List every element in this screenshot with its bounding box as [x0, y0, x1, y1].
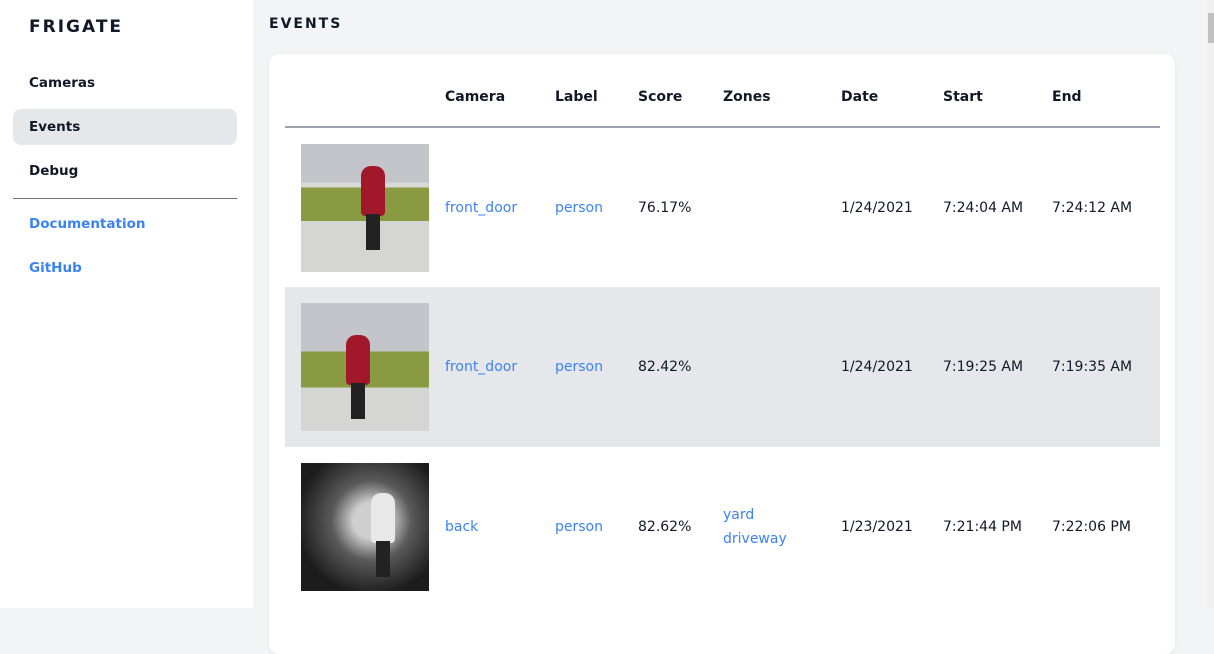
sidebar: FRIGATE Cameras Events Debug Documentati… — [0, 0, 253, 608]
table-row[interactable]: back person 82.62% yard driveway 1/23/202… — [285, 447, 1160, 607]
zone-link[interactable]: yard — [723, 507, 755, 523]
start-time: 7:21:44 PM — [943, 519, 1022, 535]
page-title: EVENTS — [269, 16, 343, 32]
zones: yard driveway — [723, 447, 841, 607]
score: 82.42% — [638, 287, 723, 447]
label-link[interactable]: person — [555, 519, 603, 535]
end-time: 7:19:35 AM — [1052, 287, 1160, 447]
start-time: 7:19:25 AM — [943, 287, 1052, 447]
event-thumbnail[interactable] — [301, 303, 429, 431]
camera-link[interactable]: back — [445, 519, 479, 535]
logo: FRIGATE — [29, 17, 124, 37]
zones — [723, 127, 841, 287]
sidebar-item-cameras[interactable]: Cameras — [29, 75, 96, 91]
date: 1/24/2021 — [841, 199, 913, 216]
zone-link[interactable]: driveway — [723, 531, 787, 547]
header-end: End — [1052, 54, 1160, 128]
divider — [13, 198, 237, 199]
table-row[interactable]: front_door person 82.42% 1/24/2021 7:19:… — [285, 287, 1160, 447]
thumbnail-cell — [285, 447, 445, 607]
header-label: Label — [555, 54, 638, 128]
header-thumbnail — [285, 54, 445, 128]
scrollbar-thumb[interactable] — [1208, 13, 1214, 43]
camera-link[interactable]: front_door — [445, 287, 555, 447]
score: 82.62% — [638, 519, 692, 535]
link-github[interactable]: GitHub — [29, 260, 82, 276]
header-date: Date — [841, 54, 943, 128]
events-card: Camera Label Score Zones Date Start End … — [269, 54, 1175, 654]
table-row[interactable]: front_door person 76.17% 1/24/2021 7:24:… — [285, 127, 1160, 287]
sidebar-item-events[interactable]: Events — [13, 109, 237, 145]
sidebar-item-debug[interactable]: Debug — [29, 163, 79, 179]
label-link[interactable]: person — [555, 199, 603, 216]
zones — [723, 287, 841, 447]
camera-link[interactable]: front_door — [445, 199, 518, 216]
label-link[interactable]: person — [555, 287, 638, 447]
event-thumbnail[interactable] — [301, 143, 429, 272]
date: 1/23/2021 — [841, 519, 913, 535]
event-thumbnail[interactable] — [301, 463, 429, 591]
header-start: Start — [943, 54, 1052, 128]
scrollbar[interactable] — [1207, 0, 1214, 608]
thumbnail-cell — [285, 127, 445, 287]
header-camera: Camera — [445, 54, 555, 128]
link-documentation[interactable]: Documentation — [29, 216, 146, 232]
end-time: 7:24:12 AM — [1052, 199, 1133, 216]
events-table: Camera Label Score Zones Date Start End … — [285, 54, 1160, 607]
score: 76.17% — [638, 199, 692, 216]
thumbnail-cell — [285, 287, 445, 447]
end-time: 7:22:06 PM — [1052, 519, 1131, 535]
date: 1/24/2021 — [841, 287, 943, 447]
header-score: Score — [638, 54, 723, 128]
header-zones: Zones — [723, 54, 841, 128]
start-time: 7:24:04 AM — [943, 199, 1024, 216]
